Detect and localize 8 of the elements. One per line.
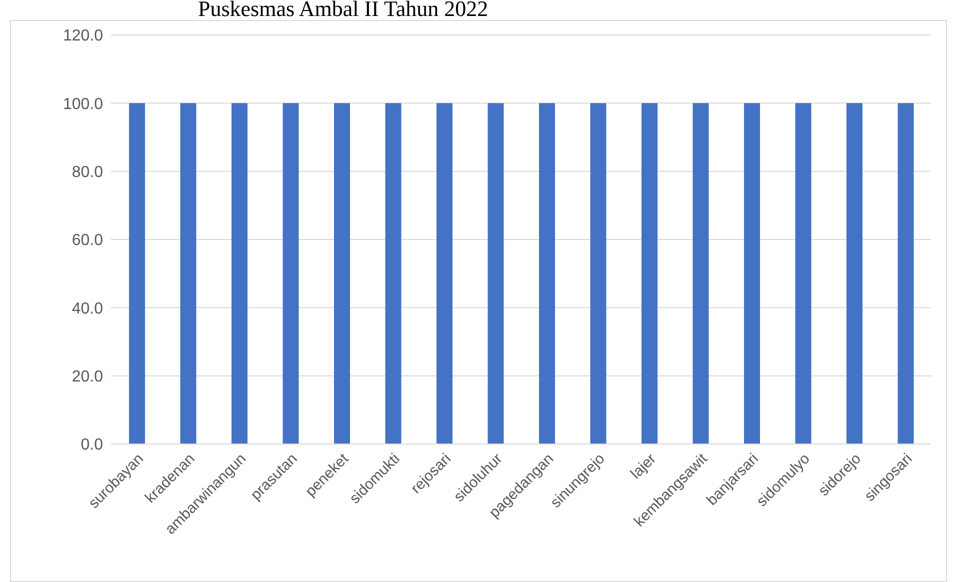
y-tick-label: 20.0 <box>72 368 104 386</box>
y-tick-label: 100.0 <box>62 96 104 113</box>
y-tick-label: 60.0 <box>72 232 104 250</box>
y-tick-label: 80.0 <box>72 164 104 182</box>
y-tick-label: 0.0 <box>80 436 104 454</box>
y-tick-label: 40.0 <box>72 300 104 318</box>
chart-title: Puskesmas Ambal II Tahun 2022 <box>198 0 488 22</box>
y-tick-label: 120.0 <box>62 28 104 45</box>
